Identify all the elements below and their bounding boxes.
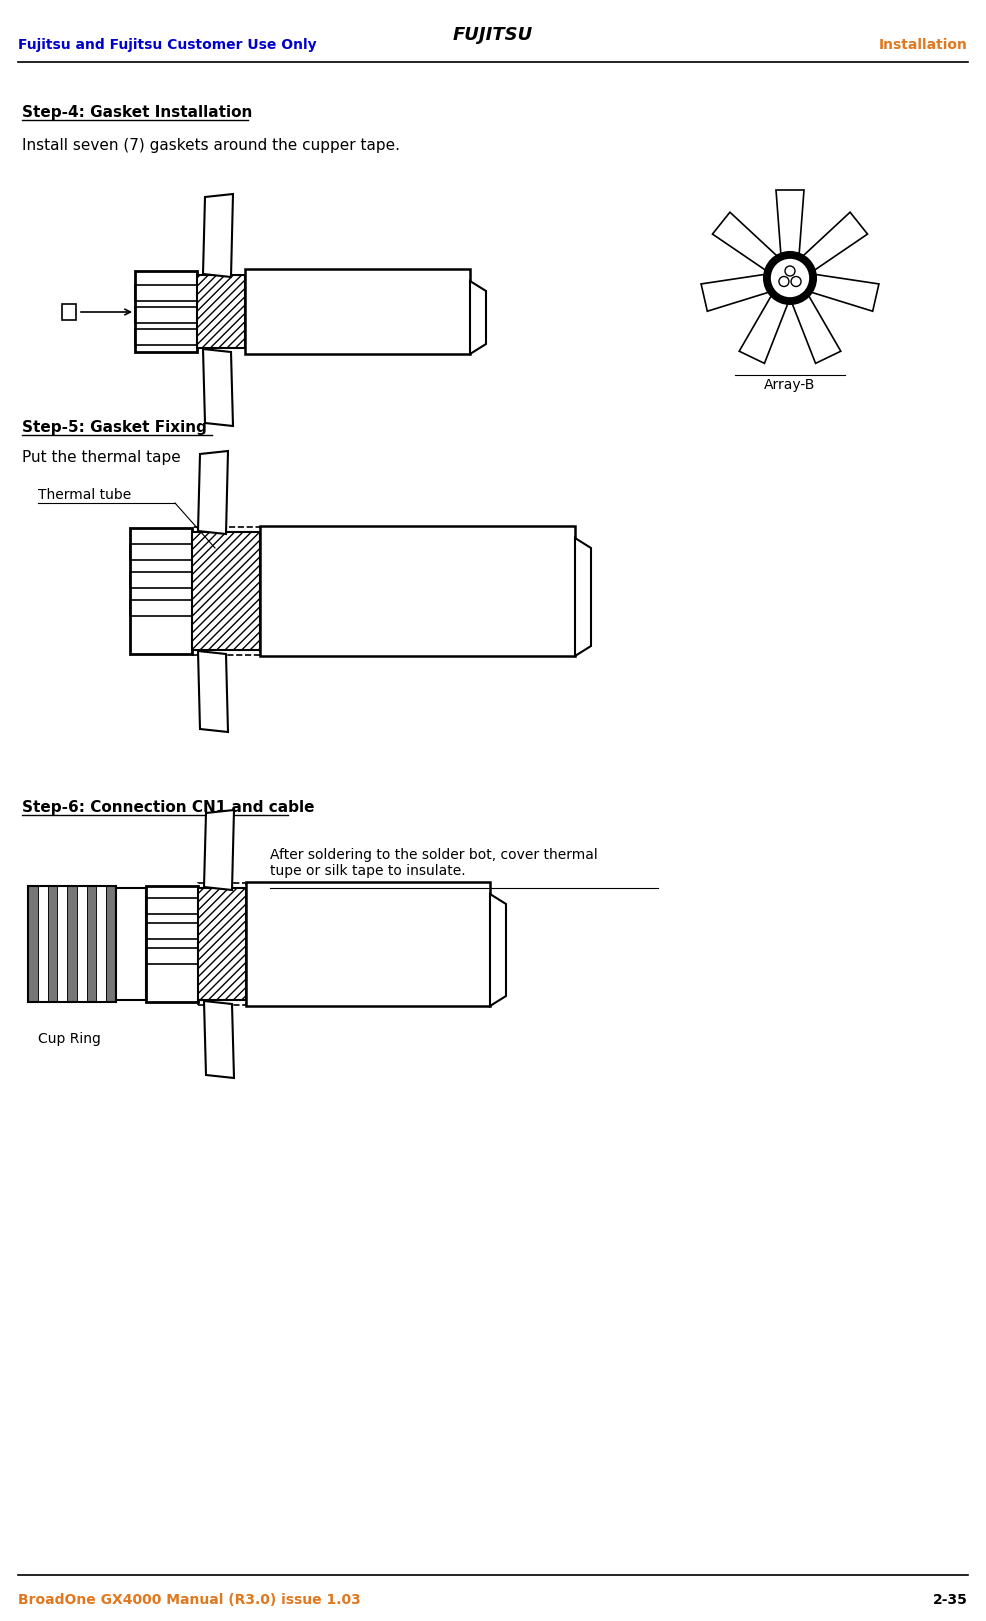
Bar <box>260 525 575 657</box>
Text: 2-35: 2-35 <box>933 1593 968 1606</box>
Polygon shape <box>776 190 804 256</box>
Text: After soldering to the solder bot, cover thermal
tupe or silk tape to insulate.: After soldering to the solder bot, cover… <box>270 848 598 879</box>
Bar <box>198 888 246 1000</box>
Bar <box>28 887 37 1002</box>
Text: Put the thermal tape: Put the thermal tape <box>22 451 180 465</box>
Bar <box>130 600 192 616</box>
Text: Cup Ring: Cup Ring <box>38 1033 101 1046</box>
Text: BroadOne GX4000 Manual (R3.0) issue 1.03: BroadOne GX4000 Manual (R3.0) issue 1.03 <box>18 1593 361 1606</box>
Bar <box>197 276 245 349</box>
Polygon shape <box>204 1002 234 1078</box>
Circle shape <box>770 258 810 298</box>
Polygon shape <box>792 293 841 363</box>
Bar <box>245 269 470 353</box>
Bar <box>192 532 260 650</box>
Bar <box>116 888 146 1000</box>
Polygon shape <box>198 451 228 533</box>
Bar <box>130 528 192 653</box>
Bar <box>47 887 57 1002</box>
Bar <box>146 922 198 939</box>
Text: FUJITSU: FUJITSU <box>453 26 533 44</box>
Text: Step-5: Gasket Fixing: Step-5: Gasket Fixing <box>22 420 207 434</box>
Polygon shape <box>203 349 233 426</box>
Text: Array-B: Array-B <box>764 378 815 392</box>
Polygon shape <box>203 195 233 277</box>
Polygon shape <box>204 810 234 890</box>
Bar <box>246 882 490 1007</box>
Bar <box>135 306 197 323</box>
Bar <box>146 898 198 914</box>
Text: Install seven (7) gaskets around the cupper tape.: Install seven (7) gaskets around the cup… <box>22 138 400 152</box>
Bar <box>37 887 47 1002</box>
Circle shape <box>764 251 816 305</box>
Bar <box>135 285 197 302</box>
Text: Step-4: Gasket Installation: Step-4: Gasket Installation <box>22 105 252 120</box>
Bar <box>135 271 197 352</box>
Bar <box>57 887 67 1002</box>
Bar <box>146 948 198 964</box>
Bar <box>106 887 116 1002</box>
Polygon shape <box>802 212 868 271</box>
Bar <box>97 887 106 1002</box>
Polygon shape <box>740 293 789 363</box>
Polygon shape <box>713 212 778 271</box>
Bar <box>87 887 97 1002</box>
Bar <box>77 887 87 1002</box>
Polygon shape <box>198 652 228 733</box>
Bar <box>135 329 197 345</box>
Polygon shape <box>575 538 591 657</box>
Bar <box>130 545 192 559</box>
Bar <box>62 305 76 319</box>
Text: Fujitsu and Fujitsu Customer Use Only: Fujitsu and Fujitsu Customer Use Only <box>18 37 317 52</box>
Polygon shape <box>701 274 770 311</box>
Bar <box>192 527 260 655</box>
Polygon shape <box>470 280 486 353</box>
Text: Installation: Installation <box>880 37 968 52</box>
Bar <box>146 887 198 1002</box>
Bar <box>67 887 77 1002</box>
Polygon shape <box>490 895 506 1007</box>
Bar <box>130 572 192 588</box>
Text: Thermal tube: Thermal tube <box>38 488 131 503</box>
Bar <box>28 887 116 1002</box>
Text: Step-6: Connection CN1 and cable: Step-6: Connection CN1 and cable <box>22 801 315 815</box>
Bar <box>198 883 246 1005</box>
Polygon shape <box>810 274 879 311</box>
